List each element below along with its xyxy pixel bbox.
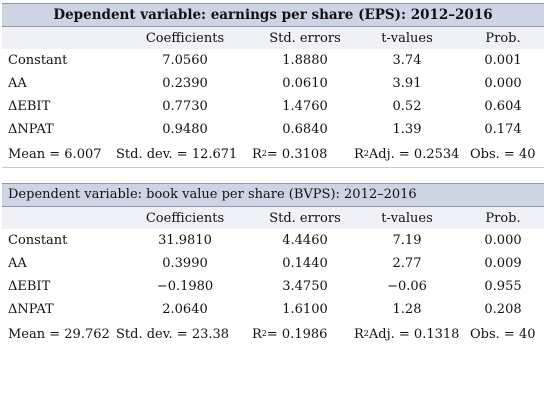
coefficient-cell: 0.3990 <box>162 256 208 271</box>
mean-stat: Mean = 29.762 <box>8 326 110 342</box>
header-t-values: t-values <box>381 210 433 226</box>
std-dev-stat: Std. dev. = 23.38 <box>116 326 230 342</box>
prob-cell: 0.604 <box>484 99 522 114</box>
r-squared-value: = 0.3108 <box>266 146 328 162</box>
r-squared-symbol: R <box>252 146 262 162</box>
coefficient-cell: 0.9480 <box>162 122 208 137</box>
panel-title: Dependent variable: earnings per share (… <box>2 3 544 27</box>
std-error-cell: 0.0610 <box>282 76 328 91</box>
table-row: Constant 7.0560 1.8880 3.74 0.001 <box>2 49 544 72</box>
row-label: ΔNPAT <box>8 122 54 137</box>
row-label: ΔEBIT <box>8 99 51 114</box>
eps-regression-panel: Dependent variable: earnings per share (… <box>2 3 544 168</box>
adj-r-squared-value: Adj. = 0.1318 <box>368 326 460 342</box>
column-header-row: Coefficients Std. errors t-values Prob. <box>2 27 544 49</box>
header-prob: Prob. <box>485 30 521 46</box>
t-value-cell: 0.52 <box>392 99 422 114</box>
table-row: ΔNPAT 2.0640 1.6100 1.28 0.208 <box>2 298 544 321</box>
observations-stat: Obs. = 40 <box>470 326 536 342</box>
coefficient-cell: 31.9810 <box>158 233 212 248</box>
std-error-cell: 0.6840 <box>282 122 328 137</box>
t-value-cell: 2.77 <box>392 256 422 271</box>
observations-stat: Obs. = 40 <box>470 146 536 162</box>
std-error-cell: 3.4750 <box>282 279 328 294</box>
row-label: AA <box>8 256 27 271</box>
t-value-cell: 3.91 <box>392 76 422 91</box>
prob-cell: 0.208 <box>484 302 522 317</box>
t-value-cell: −0.06 <box>387 279 427 294</box>
prob-cell: 0.000 <box>484 76 522 91</box>
std-error-cell: 4.4460 <box>282 233 328 248</box>
prob-cell: 0.009 <box>484 256 522 271</box>
row-label: Constant <box>8 233 68 248</box>
mean-stat: Mean = 6.007 <box>8 146 102 162</box>
table-row: AA 0.2390 0.0610 3.91 0.000 <box>2 72 544 95</box>
std-error-cell: 1.8880 <box>282 53 328 68</box>
header-coefficients: Coefficients <box>145 210 225 226</box>
std-error-cell: 0.1440 <box>282 256 328 271</box>
coefficient-cell: 7.0560 <box>162 53 208 68</box>
table-row: ΔEBIT 0.7730 1.4760 0.52 0.604 <box>2 95 544 118</box>
adj-r-squared-symbol: R <box>354 326 364 342</box>
header-std-errors: Std. errors <box>269 30 341 46</box>
coefficient-cell: −0.1980 <box>156 279 214 294</box>
coefficient-cell: 0.2390 <box>162 76 208 91</box>
row-label: AA <box>8 76 27 91</box>
t-value-cell: 7.19 <box>392 233 422 248</box>
table-row: AA 0.3990 0.1440 2.77 0.009 <box>2 252 544 275</box>
t-value-cell: 1.28 <box>392 302 422 317</box>
t-value-cell: 3.74 <box>392 53 422 68</box>
header-t-values: t-values <box>381 30 433 46</box>
prob-cell: 0.174 <box>484 122 522 137</box>
panel-title: Dependent variable: book value per share… <box>2 183 544 207</box>
table-row: Constant 31.9810 4.4460 7.19 0.000 <box>2 229 544 252</box>
r-squared-symbol: R <box>252 326 262 342</box>
prob-cell: 0.955 <box>484 279 522 294</box>
r-squared-value: = 0.1986 <box>266 326 328 342</box>
t-value-cell: 1.39 <box>392 122 422 137</box>
bvps-regression-panel: Dependent variable: book value per share… <box>2 183 544 347</box>
row-label: Constant <box>8 53 68 68</box>
column-header-row: Coefficients Std. errors t-values Prob. <box>2 207 544 229</box>
prob-cell: 0.001 <box>484 53 522 68</box>
row-label: ΔNPAT <box>8 302 54 317</box>
table-row: ΔEBIT −0.1980 3.4750 −0.06 0.955 <box>2 275 544 298</box>
std-dev-stat: Std. dev. = 12.671 <box>116 146 238 162</box>
header-prob: Prob. <box>485 210 521 226</box>
coefficient-cell: 2.0640 <box>162 302 208 317</box>
std-error-cell: 1.6100 <box>282 302 328 317</box>
table-row: ΔNPAT 0.9480 0.6840 1.39 0.174 <box>2 118 544 141</box>
prob-cell: 0.000 <box>484 233 522 248</box>
std-error-cell: 1.4760 <box>282 99 328 114</box>
adj-r-squared-value: Adj. = 0.2534 <box>368 146 460 162</box>
header-coefficients: Coefficients <box>145 30 225 46</box>
header-std-errors: Std. errors <box>269 210 341 226</box>
adj-r-squared-symbol: R <box>354 146 364 162</box>
coefficient-cell: 0.7730 <box>162 99 208 114</box>
row-label: ΔEBIT <box>8 279 51 294</box>
